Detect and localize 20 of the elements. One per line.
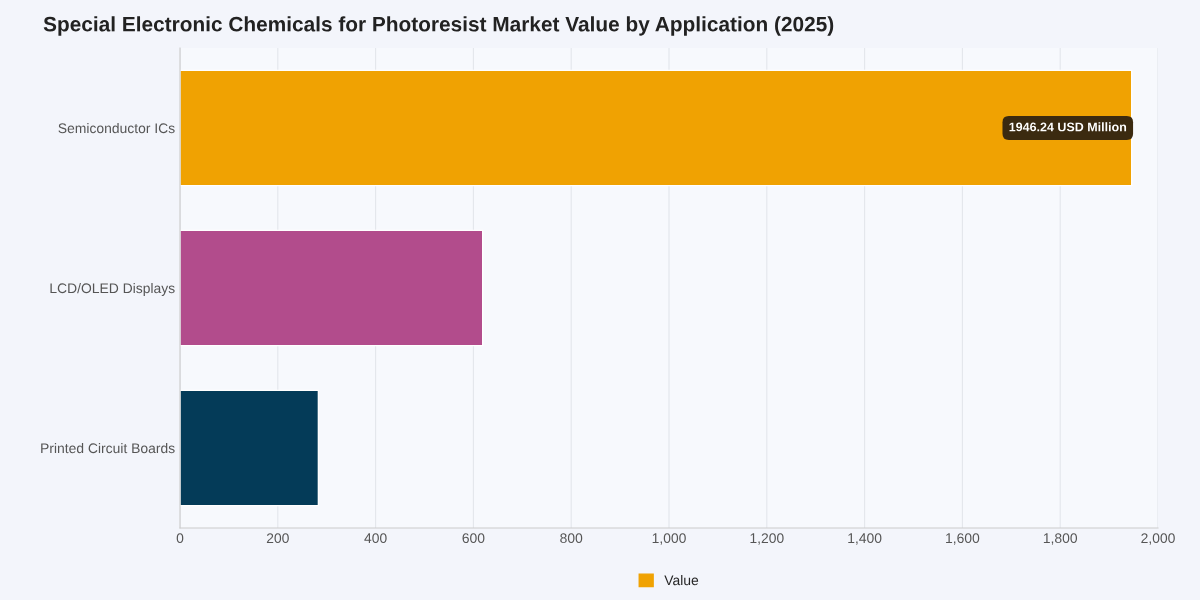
legend-label: Value (664, 575, 699, 586)
x-tick-label: 600 (462, 533, 485, 544)
y-tick-label: LCD/OLED Displays (50, 282, 175, 296)
bar (180, 229, 484, 347)
chart-title: Special Electronic Chemicals for Photoresist Market Value by Application (2025) (43, 16, 834, 36)
x-tick-label: 400 (364, 533, 387, 544)
x-tick-label: 1,600 (946, 533, 980, 545)
x-tick-label: 1,200 (750, 533, 784, 545)
y-tick-label: Semiconductor ICs (58, 122, 175, 134)
x-tick-label: 800 (560, 533, 583, 544)
x-tick-label: 1,400 (848, 533, 882, 545)
data-label: 1946.24 USD Million (1009, 122, 1127, 132)
x-tick-label: 0 (176, 533, 184, 544)
x-tick-label: 1,000 (652, 533, 686, 545)
x-tick-label: 1,800 (1043, 533, 1078, 545)
bar (180, 69, 1133, 187)
bar (180, 389, 320, 507)
x-tick-label: 2,000 (1141, 533, 1175, 545)
x-tick-label: 200 (266, 533, 289, 544)
y-tick-label: Printed Circuit Boards (41, 442, 175, 454)
